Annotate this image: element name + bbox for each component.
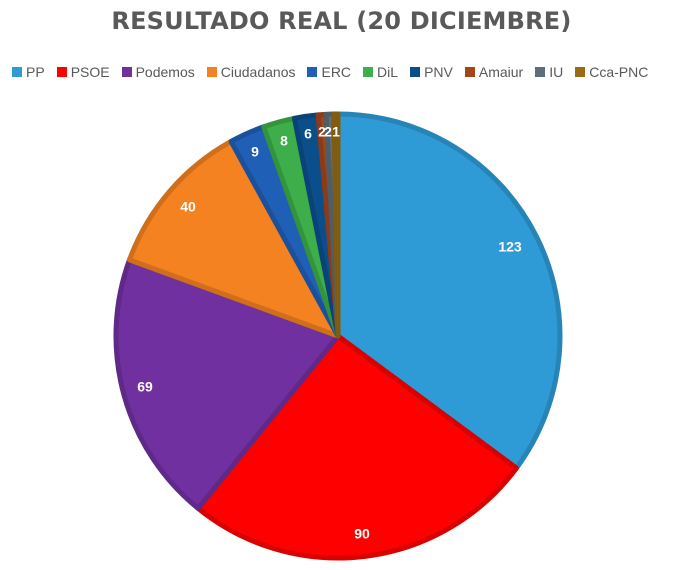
legend-item: Podemos — [121, 64, 195, 80]
data-label-pnv: 6 — [304, 126, 312, 142]
pie-slice-pp — [335, 111, 563, 471]
data-label-pp: 123 — [498, 239, 522, 255]
legend-item: PSOE — [56, 64, 110, 80]
pie-slice-cca-pnc — [331, 111, 341, 339]
legend-label: ERC — [321, 64, 352, 80]
data-label-iu: 2 — [324, 124, 332, 140]
data-label-cca-pnc: 1 — [332, 124, 340, 140]
legend-label: Cca-PNC — [589, 64, 649, 80]
legend-swatch — [410, 67, 421, 77]
pie-slice-ciudadanos — [126, 138, 341, 339]
legend-label: PNV — [424, 64, 453, 80]
pie-slice-psoe — [195, 333, 519, 561]
data-label-ciudadanos: 40 — [180, 199, 196, 215]
data-label-erc: 9 — [251, 144, 259, 160]
legend-item: Amaiur — [464, 64, 524, 80]
legend-item: Ciudadanos — [206, 64, 296, 80]
data-label-amaiur: 2 — [318, 124, 326, 140]
chart-title: RESULTADO REAL (20 DICIEMBRE) — [111, 7, 572, 35]
legend-swatch — [12, 67, 22, 77]
legend-item: ERC — [307, 64, 351, 80]
chart-legend: PP PSOE Podemos Ciudadanos ERC DiL PNV Amaiur IU… — [12, 62, 660, 82]
legend-label: Ciudadanos — [220, 64, 296, 80]
legend-label: IU — [549, 64, 564, 80]
legend-label: Amaiur — [478, 64, 524, 80]
legend-item: PNV — [410, 64, 453, 80]
legend-swatch — [535, 67, 546, 77]
legend-swatch — [575, 67, 586, 77]
legend-swatch — [363, 67, 374, 77]
legend-item: DiL — [363, 64, 398, 80]
legend-swatch — [206, 67, 217, 77]
legend-swatch — [307, 67, 318, 77]
legend-label: PSOE — [70, 64, 110, 80]
data-label-psoe: 90 — [354, 526, 370, 542]
legend-item: PP — [12, 64, 45, 80]
pie-slice-podemos — [113, 257, 341, 511]
legend-item: IU — [535, 64, 563, 80]
legend-swatch — [121, 67, 132, 77]
legend-swatch — [56, 67, 67, 77]
data-label-dil: 8 — [280, 133, 288, 149]
legend-item: Cca-PNC — [575, 64, 648, 80]
legend-label: DiL — [377, 64, 399, 80]
legend-label: Podemos — [135, 64, 195, 80]
legend-label: PP — [26, 64, 45, 80]
legend-swatch — [464, 67, 475, 77]
data-label-podemos: 69 — [137, 379, 153, 395]
